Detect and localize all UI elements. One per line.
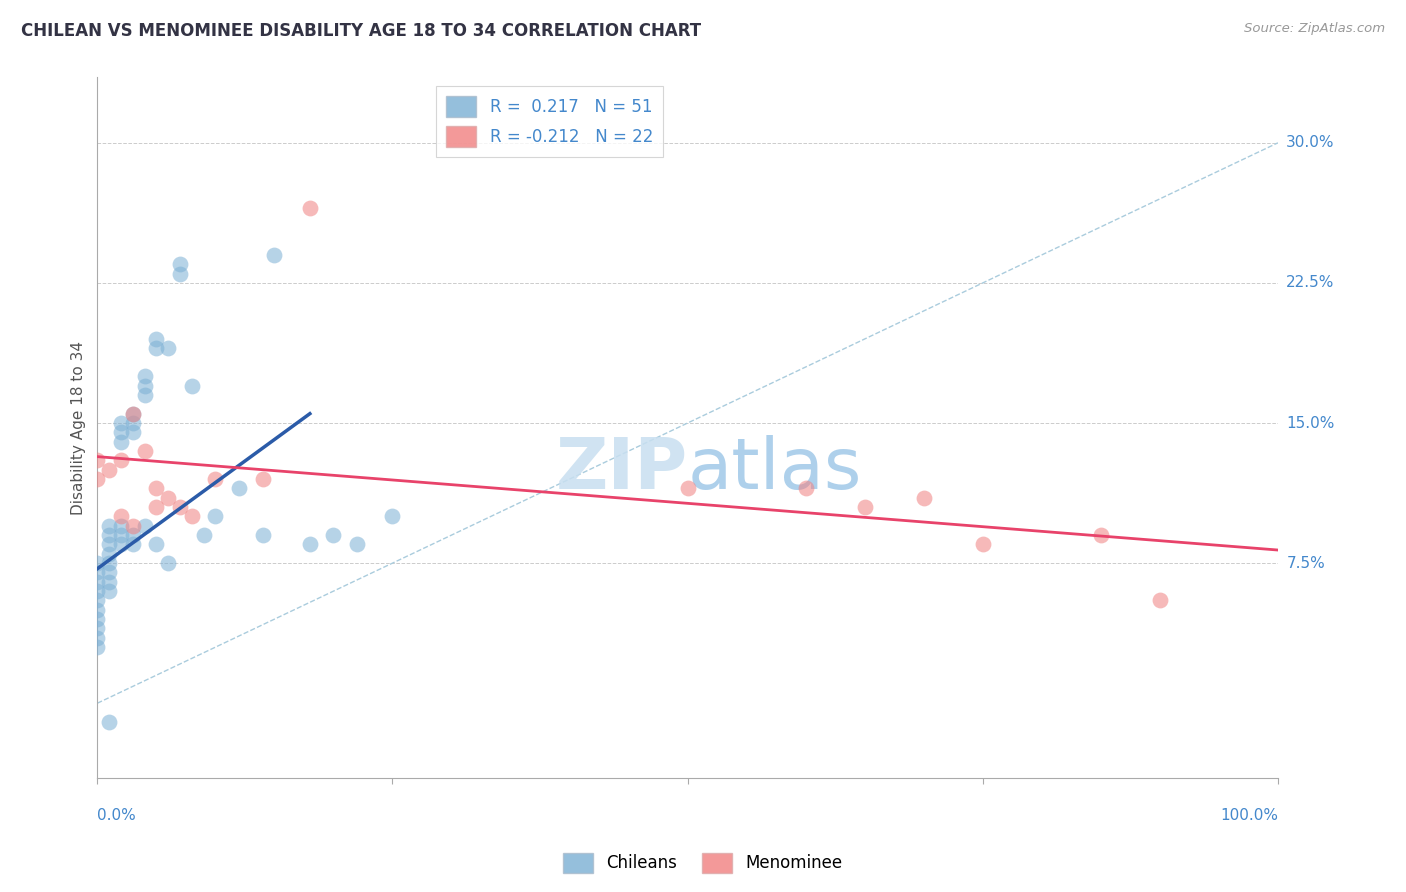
Text: 100.0%: 100.0% bbox=[1220, 808, 1278, 823]
Point bbox=[98, 574, 121, 589]
Point bbox=[169, 267, 191, 281]
Point bbox=[98, 463, 121, 477]
Point bbox=[86, 593, 108, 607]
Point bbox=[134, 378, 156, 392]
Point bbox=[86, 612, 108, 626]
Point bbox=[86, 603, 108, 617]
Point bbox=[86, 556, 108, 570]
Text: CHILEAN VS MENOMINEE DISABILITY AGE 18 TO 34 CORRELATION CHART: CHILEAN VS MENOMINEE DISABILITY AGE 18 T… bbox=[21, 22, 702, 40]
Point bbox=[86, 584, 108, 599]
Point bbox=[121, 416, 143, 430]
Point bbox=[98, 547, 121, 561]
Point bbox=[145, 500, 167, 514]
Point bbox=[134, 518, 156, 533]
Point bbox=[204, 509, 226, 524]
Point bbox=[134, 444, 156, 458]
Point bbox=[134, 388, 156, 402]
Point bbox=[98, 584, 121, 599]
Point bbox=[121, 537, 143, 551]
Point bbox=[145, 482, 167, 496]
Point bbox=[110, 425, 132, 440]
Text: ZIP: ZIP bbox=[555, 435, 688, 504]
Point bbox=[110, 518, 132, 533]
Legend: Chileans, Menominee: Chileans, Menominee bbox=[557, 847, 849, 880]
Text: 0.0%: 0.0% bbox=[97, 808, 136, 823]
Point bbox=[972, 537, 994, 551]
Point bbox=[180, 509, 202, 524]
Text: atlas: atlas bbox=[688, 435, 862, 504]
Legend: R =  0.217   N = 51, R = -0.212   N = 22: R = 0.217 N = 51, R = -0.212 N = 22 bbox=[436, 86, 664, 157]
Point bbox=[110, 537, 132, 551]
Point bbox=[98, 528, 121, 542]
Point bbox=[98, 714, 121, 729]
Point bbox=[145, 332, 167, 346]
Point bbox=[86, 622, 108, 636]
Point bbox=[86, 566, 108, 580]
Point bbox=[157, 556, 180, 570]
Point bbox=[86, 631, 108, 645]
Point bbox=[853, 500, 876, 514]
Point bbox=[98, 556, 121, 570]
Text: 7.5%: 7.5% bbox=[1286, 556, 1324, 571]
Text: 15.0%: 15.0% bbox=[1286, 416, 1334, 431]
Point bbox=[1090, 528, 1112, 542]
Point bbox=[252, 528, 274, 542]
Point bbox=[298, 201, 321, 215]
Point bbox=[157, 491, 180, 505]
Point bbox=[110, 434, 132, 449]
Point bbox=[110, 509, 132, 524]
Point bbox=[676, 482, 699, 496]
Text: Source: ZipAtlas.com: Source: ZipAtlas.com bbox=[1244, 22, 1385, 36]
Point bbox=[252, 472, 274, 486]
Point bbox=[110, 416, 132, 430]
Point bbox=[110, 528, 132, 542]
Point bbox=[134, 369, 156, 384]
Point bbox=[86, 472, 108, 486]
Point bbox=[180, 378, 202, 392]
Point bbox=[110, 453, 132, 467]
Point bbox=[145, 341, 167, 355]
Point bbox=[298, 537, 321, 551]
Point bbox=[204, 472, 226, 486]
Point bbox=[98, 537, 121, 551]
Point bbox=[121, 407, 143, 421]
Point bbox=[121, 425, 143, 440]
Text: 30.0%: 30.0% bbox=[1286, 136, 1334, 151]
Point bbox=[228, 482, 250, 496]
Point bbox=[794, 482, 817, 496]
Point bbox=[263, 248, 285, 262]
Point bbox=[346, 537, 368, 551]
Point bbox=[145, 537, 167, 551]
Point bbox=[86, 453, 108, 467]
Point bbox=[121, 518, 143, 533]
Point bbox=[912, 491, 935, 505]
Point bbox=[86, 574, 108, 589]
Point bbox=[169, 257, 191, 271]
Point bbox=[381, 509, 404, 524]
Y-axis label: Disability Age 18 to 34: Disability Age 18 to 34 bbox=[72, 341, 86, 515]
Point bbox=[98, 518, 121, 533]
Point bbox=[86, 640, 108, 655]
Point bbox=[157, 341, 180, 355]
Point bbox=[322, 528, 344, 542]
Point bbox=[169, 500, 191, 514]
Point bbox=[121, 528, 143, 542]
Point bbox=[1149, 593, 1171, 607]
Text: 22.5%: 22.5% bbox=[1286, 276, 1334, 291]
Point bbox=[98, 566, 121, 580]
Point bbox=[193, 528, 215, 542]
Point bbox=[121, 407, 143, 421]
